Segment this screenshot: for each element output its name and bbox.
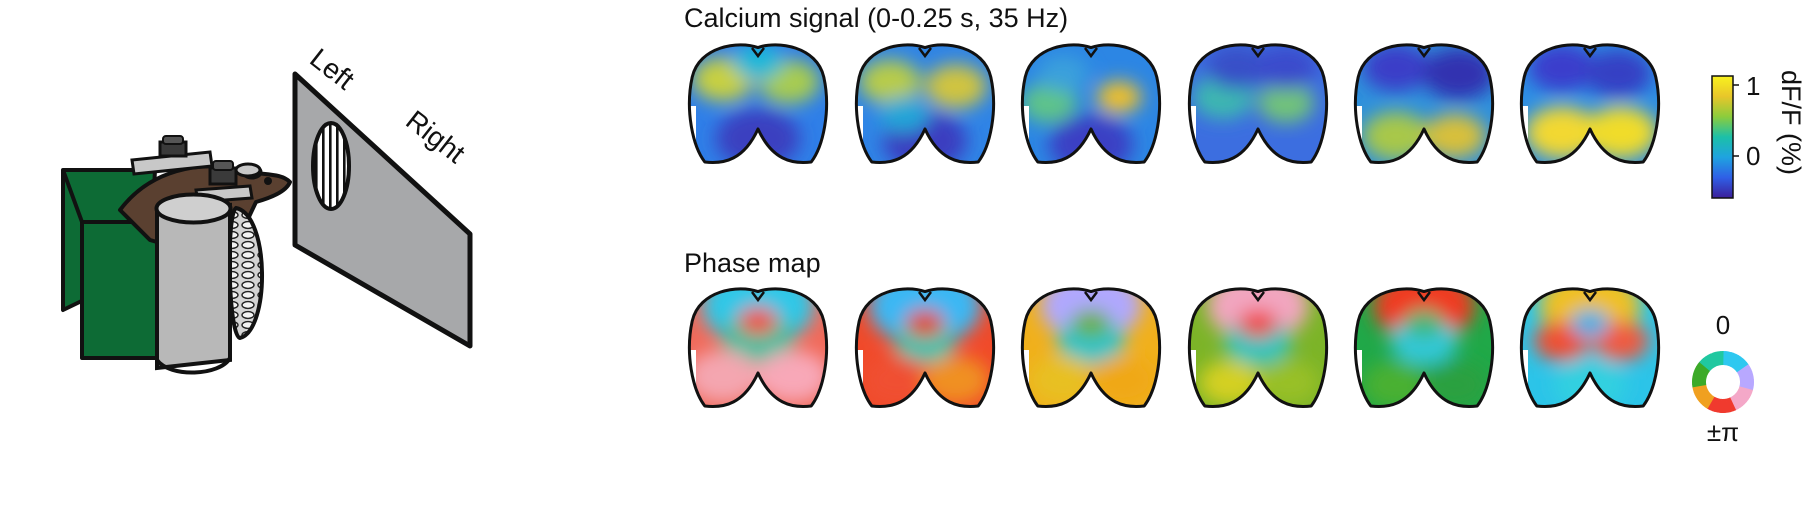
calcium-colorbar: 1 0 dF/F (%) (1711, 70, 1806, 199)
calcium-row-title: Calcium signal (0-0.25 s, 35 Hz) (684, 3, 1068, 33)
phase-colorbar: 0 ±π (1692, 310, 1754, 447)
phase-color-wheel (1692, 351, 1754, 413)
phase-frame (1187, 287, 1329, 408)
phase-frames (687, 287, 1661, 408)
calcium-colorbar-gradient (1711, 75, 1734, 199)
phase-frame (1020, 287, 1162, 408)
phase-colorbar-label-bottom: ±π (1707, 417, 1739, 447)
calcium-frames (687, 43, 1661, 164)
calcium-frame (687, 43, 829, 164)
screen-right-label: Right (400, 104, 471, 169)
calcium-colorbar-tick-zero: 0 (1746, 141, 1760, 171)
setup-illustration: Left Right (61, 42, 473, 375)
running-wheel (227, 205, 264, 341)
tube (154, 192, 233, 375)
calcium-colorbar-tick-max: 1 (1746, 71, 1760, 101)
calcium-frame (1353, 43, 1495, 164)
phase-frame (1519, 287, 1661, 408)
phase-row-title: Phase map (684, 248, 821, 278)
phase-frame (854, 287, 996, 408)
phase-frame (1353, 287, 1495, 408)
calcium-frame (1020, 43, 1162, 164)
calcium-frame (854, 43, 996, 164)
calcium-frame (1187, 43, 1329, 164)
phase-frame (687, 287, 829, 408)
grating-stimulus (311, 121, 351, 211)
calcium-colorbar-label: dF/F (%) (1776, 70, 1806, 175)
phase-colorbar-label-top: 0 (1716, 310, 1730, 340)
visual-screen (292, 71, 473, 349)
calcium-frame (1519, 43, 1661, 164)
